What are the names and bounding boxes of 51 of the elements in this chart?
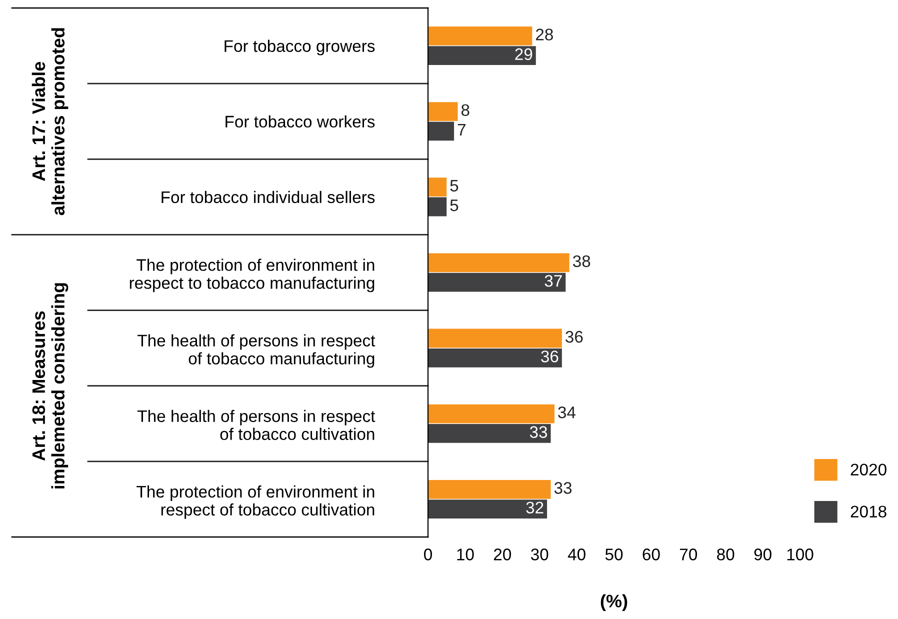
bar xyxy=(428,46,536,66)
x-tick-label: 50 xyxy=(605,548,623,560)
data-label: 7 xyxy=(458,124,466,136)
bar xyxy=(428,102,458,121)
x-tick-label: 90 xyxy=(754,548,772,560)
bar xyxy=(428,404,554,424)
data-label: 5 xyxy=(450,200,458,212)
x-tick-label: 60 xyxy=(642,548,660,560)
x-tick-label: 20 xyxy=(494,548,512,560)
bar xyxy=(428,500,548,518)
bar xyxy=(428,480,551,499)
data-label: 34 xyxy=(558,406,576,418)
bar xyxy=(428,424,551,443)
x-axis-title: (%) xyxy=(600,594,628,612)
x-tick-label: 100 xyxy=(787,548,814,560)
data-label: 8 xyxy=(461,104,470,116)
bar xyxy=(428,26,532,46)
x-tick-label: 70 xyxy=(680,548,698,560)
text: Art. 17: Viable alternatives promoted xyxy=(32,28,68,216)
x-tick-label: 30 xyxy=(530,548,548,560)
data-label: 38 xyxy=(572,255,590,268)
data-label: 37 xyxy=(544,274,562,287)
y-tick-label: The health of persons in respect of tobacco cultivation xyxy=(138,410,376,440)
data-label: 32 xyxy=(526,502,544,514)
data-label: 29 xyxy=(515,48,532,60)
x-tick-label: 0 xyxy=(424,548,432,560)
y-tick-label: The protection of environment in respect of tobacco cultivation xyxy=(136,485,374,519)
data-label: 33 xyxy=(530,426,548,438)
bar xyxy=(428,178,447,197)
bar xyxy=(428,253,570,272)
y-tick-label: For tobacco individual sellers xyxy=(162,190,375,204)
data-label: 36 xyxy=(566,330,583,343)
x-tick-label: 80 xyxy=(717,548,734,560)
data-label: 33 xyxy=(554,482,572,494)
y-tick-label: The health of persons in respect of tobacco manufacturing xyxy=(138,334,376,368)
data-label: 5 xyxy=(450,180,458,192)
bar xyxy=(428,122,454,141)
bar xyxy=(428,328,562,348)
bar xyxy=(428,348,562,368)
data-label: 36 xyxy=(541,350,558,362)
y-tick-label: For tobacco workers xyxy=(226,115,375,128)
y-tick-label: For tobacco growers xyxy=(224,40,375,56)
text: Art. 18: Measures implemeted considering xyxy=(32,283,68,488)
bar xyxy=(428,197,447,216)
x-tick-label: 10 xyxy=(457,548,474,560)
legend-label: 2020 xyxy=(850,464,886,476)
bar xyxy=(428,272,566,292)
y-tick-label: The protection of environment in respect to tobacco manufacturing xyxy=(130,258,374,292)
data-label: 28 xyxy=(536,28,553,40)
x-tick-label: 40 xyxy=(568,548,586,560)
legend-label: 2018 xyxy=(850,506,886,518)
